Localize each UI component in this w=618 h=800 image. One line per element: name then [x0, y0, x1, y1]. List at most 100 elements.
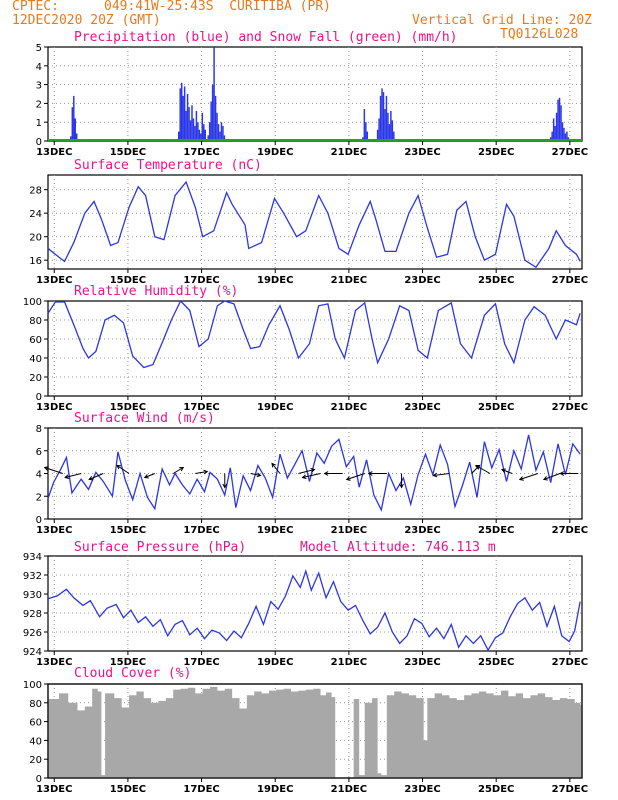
precip-bar-46	[385, 95, 388, 141]
rh-xtick-label-0: 13DEC	[36, 402, 72, 413]
precip-xtick-label-6: 25DEC	[478, 147, 514, 158]
wind-line	[47, 434, 581, 512]
wind-arrow-head-16	[432, 472, 438, 478]
wind-arrow-head-21	[542, 476, 548, 481]
precip-ytick-label-5: 5	[36, 43, 42, 54]
precip-title: Precipitation (blue) and Snow Fall (gree…	[74, 30, 458, 45]
precip-bar-40	[376, 129, 379, 141]
precip-xtick-label-7: 27DEC	[552, 147, 588, 158]
wind-arrow-head-18	[475, 464, 480, 470]
wind-xtick-label-2: 17DEC	[183, 525, 219, 536]
precip-bar-57	[557, 99, 559, 141]
precip-bar-25	[208, 122, 211, 141]
precip-bar-31	[217, 124, 220, 141]
wind-arrow-2	[89, 473, 104, 480]
temp-title: Surface Temperature (nC)	[74, 158, 262, 173]
precip-bar-60	[561, 122, 564, 141]
rh-xtick-label-3: 19DEC	[257, 402, 293, 413]
wind-ytick-label-3: 6	[36, 447, 42, 458]
wind-ytick-label-4: 8	[36, 424, 42, 435]
precip-ytick-label-2: 2	[36, 99, 42, 110]
precip-bar-6	[179, 88, 181, 141]
wind-arrow-16	[433, 473, 450, 476]
wind-arrow-head-13	[345, 476, 351, 481]
wind-arrow-head-15	[399, 483, 404, 489]
cloud-ytick-label-5: 100	[23, 680, 42, 691]
precip-bar-30	[216, 112, 218, 141]
precip-bar-0	[70, 136, 72, 141]
wind-arrow-head-11	[301, 474, 307, 480]
wind-arrow-6	[195, 471, 208, 474]
wind-arrow-20	[519, 473, 538, 480]
temp-xtick-label-5: 23DEC	[404, 275, 440, 286]
precip-bar-47	[387, 112, 389, 141]
precip-bar-8	[182, 95, 184, 141]
wind-arrow-head-14	[367, 471, 373, 476]
temp-xtick-label-1: 15DEC	[110, 275, 146, 286]
precip-bar-1	[71, 107, 74, 141]
precip-bar-34	[222, 125, 224, 141]
pressure-ytick-label-5: 934	[23, 552, 42, 563]
pressure-frame	[47, 555, 583, 652]
precip-bar-39	[366, 131, 369, 141]
rh-ytick-label-5: 100	[23, 297, 42, 308]
precip-bar-4	[75, 133, 78, 141]
precip-bar-35	[223, 135, 226, 141]
wind-xtick-label-3: 19DEC	[257, 525, 293, 536]
rh-xtick-label-5: 23DEC	[404, 402, 440, 413]
wind-arrow-head-12	[323, 471, 329, 476]
wind-ytick-label-1: 2	[36, 492, 42, 503]
precip-bar-16	[194, 125, 196, 141]
rh-ytick-label-2: 40	[29, 354, 42, 365]
precip-bar-3	[74, 118, 76, 141]
precip-bar-2	[73, 95, 75, 141]
temp-xtick-label-0: 13DEC	[36, 275, 72, 286]
precip-bar-5	[178, 131, 180, 141]
precip-bar-17	[195, 110, 198, 141]
wind-xtick-label-1: 15DEC	[110, 525, 146, 536]
wind-arrow-8	[250, 473, 261, 476]
precip-bar-19	[198, 129, 201, 141]
wind-xtick-label-4: 21DEC	[331, 525, 367, 536]
cloud-ytick-label-1: 20	[29, 755, 42, 766]
precip-bar-53	[551, 131, 553, 141]
precip-bar-11	[186, 94, 189, 141]
rh-xtick-label-6: 25DEC	[478, 402, 514, 413]
precip-bar-23	[204, 129, 206, 141]
precip-bar-29	[214, 95, 217, 141]
precip-bar-45	[384, 109, 386, 141]
temp-ytick-label-3: 28	[29, 186, 42, 197]
header-source: CPTEC:	[12, 0, 59, 14]
wind-xtick-label-0: 13DEC	[36, 525, 72, 536]
rh-ytick-label-3: 60	[29, 335, 42, 346]
cloud-xtick-label-7: 27DEC	[552, 784, 588, 795]
wind-arrow-head-3	[116, 464, 122, 470]
rh-xtick-label-7: 27DEC	[552, 402, 588, 413]
precip-bar-49	[390, 110, 392, 141]
precip-bar-37	[363, 109, 366, 141]
precip-bar-13	[189, 120, 192, 141]
precip-bar-27	[211, 84, 214, 141]
cloud-frame-top	[47, 683, 583, 779]
wind-arrow-head-10	[310, 468, 316, 473]
pressure-title: Surface Pressure (hPa)	[74, 540, 246, 555]
wind-arrow-13	[346, 473, 365, 480]
wind-arrow-head-20	[518, 476, 524, 481]
precip-bar-48	[388, 124, 391, 141]
pressure-xtick-label-6: 25DEC	[478, 657, 514, 668]
precip-bar-28	[213, 47, 215, 141]
header-model: TQ0126L028	[500, 27, 579, 42]
cloud-cover-area	[48, 686, 582, 778]
precip-xtick-label-3: 19DEC	[257, 147, 293, 158]
precip-bar-62	[564, 133, 567, 141]
precip-bar-61	[563, 127, 565, 141]
rh-xtick-label-1: 15DEC	[110, 402, 146, 413]
wind-xtick-label-5: 23DEC	[404, 525, 440, 536]
precip-xtick-label-2: 17DEC	[183, 147, 219, 158]
temp-xtick-label-4: 21DEC	[331, 275, 367, 286]
temp-line	[47, 180, 581, 269]
rh-xtick-label-2: 17DEC	[183, 402, 219, 413]
temp-xtick-label-6: 25DEC	[478, 275, 514, 286]
cloud-xtick-label-0: 13DEC	[36, 784, 72, 795]
precip-ytick-label-0: 0	[36, 137, 42, 148]
